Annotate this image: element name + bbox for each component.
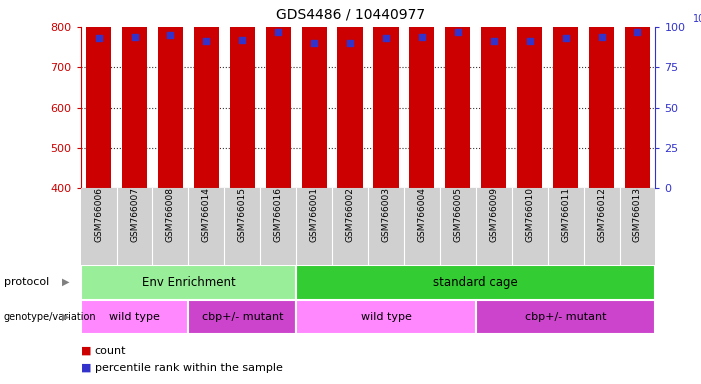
Text: wild type: wild type — [360, 312, 411, 322]
Text: ▶: ▶ — [62, 277, 69, 287]
Point — [632, 29, 643, 35]
Text: protocol: protocol — [4, 277, 49, 287]
Text: ■: ■ — [81, 346, 91, 356]
Bar — [81, 300, 189, 334]
Bar — [81, 265, 297, 300]
Bar — [374, 0, 399, 188]
Bar — [230, 2, 255, 188]
Text: percentile rank within the sample: percentile rank within the sample — [95, 363, 283, 373]
Bar — [158, 0, 183, 188]
Bar — [481, 7, 506, 188]
Text: ■: ■ — [81, 363, 91, 373]
Bar — [266, 0, 291, 188]
Bar — [301, 15, 327, 188]
Bar — [86, 8, 111, 188]
Bar — [297, 300, 476, 334]
Bar — [409, 0, 435, 188]
Text: cbp+/- mutant: cbp+/- mutant — [525, 312, 606, 322]
Bar — [122, 0, 147, 188]
Text: ▶: ▶ — [62, 312, 69, 322]
Point — [416, 33, 428, 40]
Bar — [625, 0, 650, 188]
Text: count: count — [95, 346, 126, 356]
Bar — [589, 0, 614, 188]
Point — [344, 40, 355, 46]
Point — [381, 35, 392, 41]
Text: Env Enrichment: Env Enrichment — [142, 276, 236, 289]
Text: genotype/variation: genotype/variation — [4, 312, 96, 322]
Bar — [517, 3, 543, 188]
Bar — [337, 20, 362, 188]
Point — [524, 38, 536, 45]
Bar — [553, 0, 578, 188]
Text: 100%: 100% — [693, 14, 701, 24]
Point — [488, 38, 499, 45]
Text: GDS4486 / 10440977: GDS4486 / 10440977 — [276, 8, 425, 22]
Text: cbp+/- mutant: cbp+/- mutant — [201, 312, 283, 322]
Text: standard cage: standard cage — [433, 276, 518, 289]
Point — [165, 32, 176, 38]
Bar — [445, 0, 470, 188]
Point — [129, 33, 140, 40]
Point — [237, 37, 248, 43]
Bar — [476, 300, 655, 334]
Point — [596, 33, 607, 40]
Point — [308, 40, 320, 46]
Point — [560, 35, 571, 41]
Bar — [189, 300, 297, 334]
Point — [93, 35, 104, 41]
Bar — [193, 0, 219, 188]
Text: wild type: wild type — [109, 312, 160, 322]
Point — [273, 29, 284, 35]
Point — [200, 38, 212, 45]
Bar — [297, 265, 655, 300]
Point — [452, 29, 463, 35]
